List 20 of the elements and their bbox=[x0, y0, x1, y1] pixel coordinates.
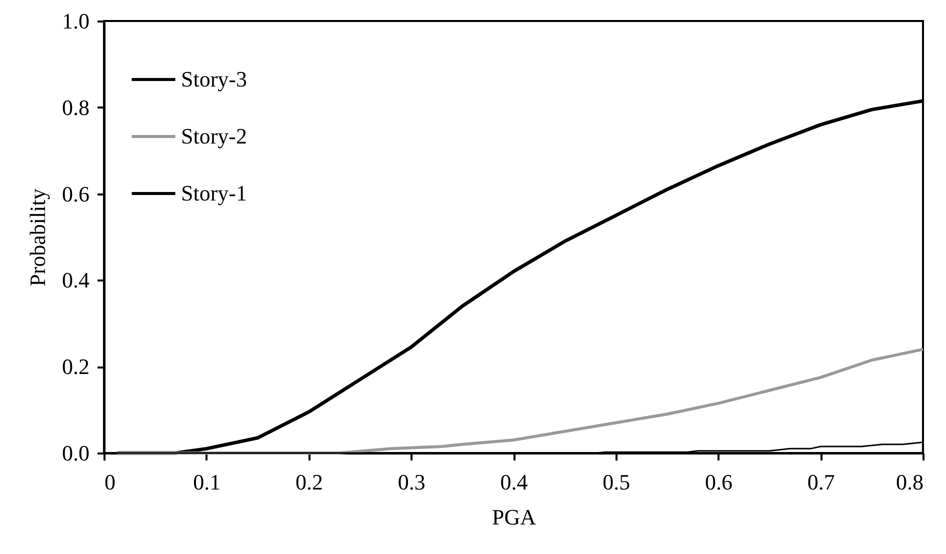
legend-label: Story-3 bbox=[181, 66, 247, 92]
x-tick-label: 0.3 bbox=[398, 470, 426, 494]
y-tick-label: 0.8 bbox=[62, 94, 90, 120]
x-tick-label: 0.4 bbox=[500, 470, 528, 494]
x-axis-title: PGA bbox=[492, 504, 536, 530]
y-tick-label: 0.0 bbox=[62, 440, 90, 466]
y-tick-label: 0.4 bbox=[62, 268, 90, 293]
x-tick-label: 0 bbox=[104, 470, 116, 494]
y-axis-title: Probability bbox=[25, 188, 50, 286]
y-tick-label: 0.6 bbox=[62, 181, 90, 206]
x-tick-label: 0.7 bbox=[807, 470, 835, 494]
legend-label: Story-2 bbox=[181, 124, 247, 148]
x-tick-label: 0.6 bbox=[705, 470, 732, 494]
x-tick-label: 0.1 bbox=[193, 470, 221, 494]
x-tick-label: 0.2 bbox=[296, 470, 323, 494]
legend-label: Story-1 bbox=[181, 180, 247, 206]
y-tick-label: 0.2 bbox=[62, 354, 90, 380]
y-tick-label: 1.0 bbox=[62, 8, 90, 34]
x-tick-label: 0.8 bbox=[896, 470, 924, 494]
x-tick-label: 0.5 bbox=[602, 470, 630, 494]
